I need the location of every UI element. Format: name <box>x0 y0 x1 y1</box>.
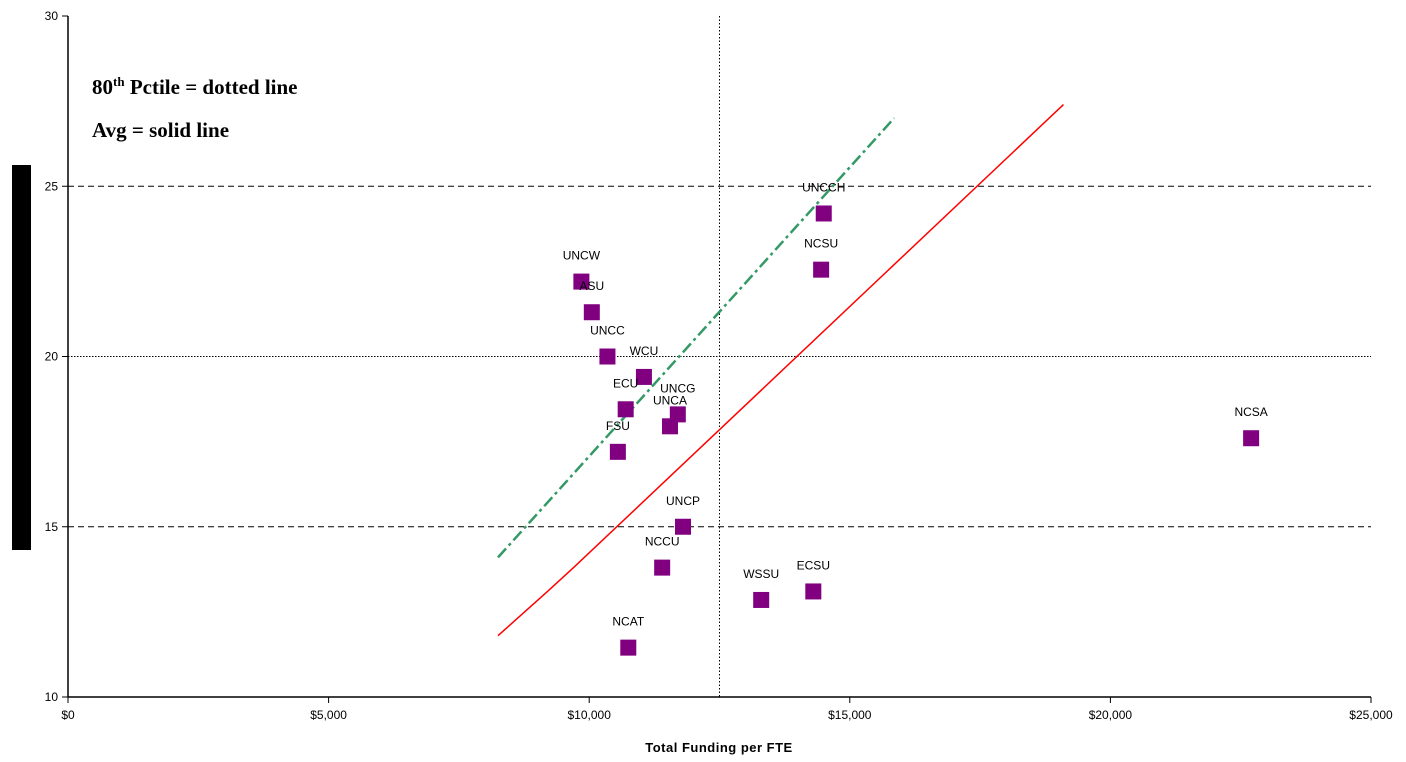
annotation-percentile: 80th Pctile = dotted line <box>92 74 298 99</box>
point-asu <box>583 304 600 321</box>
average-trend-line <box>497 103 1065 637</box>
reference-lines <box>68 16 1371 697</box>
point-uncc <box>599 348 616 365</box>
point-uncp <box>675 518 692 535</box>
x-tick-label: $0 <box>61 708 75 722</box>
point-label-ecu: ECU <box>613 376 638 390</box>
point-label-uncg: UNCG <box>660 381 695 395</box>
x-tick-label: $20,000 <box>1089 708 1133 722</box>
annotation-average: Avg = solid line <box>92 118 229 142</box>
point-label-ncsu: NCSU <box>804 237 838 251</box>
data-points <box>573 205 1260 656</box>
y-tick-label: 25 <box>45 179 59 193</box>
y-tick-label: 20 <box>45 350 59 364</box>
point-wssu <box>753 591 770 608</box>
point-ncat <box>620 639 637 656</box>
point-ecsu <box>805 583 822 600</box>
x-tick-label: $5,000 <box>310 708 347 722</box>
x-tick-label: $15,000 <box>828 708 872 722</box>
point-ncsu <box>813 261 830 278</box>
y-tick-label: 30 <box>45 9 59 23</box>
point-label-uncch: UNCCH <box>802 180 845 194</box>
percentile-trend-line <box>497 117 896 559</box>
point-label-asu: ASU <box>579 279 604 293</box>
point-label-wcu: WCU <box>630 344 659 358</box>
x-tick-label: $25,000 <box>1349 708 1393 722</box>
point-label-unca: UNCA <box>653 393 687 407</box>
x-tick-label: $10,000 <box>568 708 612 722</box>
point-label-uncp: UNCP <box>666 494 700 508</box>
point-fsu <box>609 443 626 460</box>
point-nccu <box>654 559 671 576</box>
point-label-uncw: UNCW <box>563 249 601 263</box>
point-label-fsu: FSU <box>606 419 630 433</box>
point-uncw <box>573 273 590 290</box>
y-tick-label: 15 <box>45 520 59 534</box>
gridlines <box>68 185 1371 528</box>
y-tick-label: 10 <box>45 690 59 704</box>
point-label-ncat: NCAT <box>612 615 644 629</box>
y-axis-ticks: 10 15 20 25 30 <box>45 9 68 704</box>
point-label-uncc: UNCC <box>590 324 625 338</box>
point-label-ecsu: ECSU <box>797 558 830 572</box>
point-uncch <box>815 205 832 222</box>
point-label-nccu: NCCU <box>645 535 680 549</box>
point-label-wssu: WSSU <box>743 567 779 581</box>
point-ecu <box>617 401 634 418</box>
point-label-ncsa: NCSA <box>1234 405 1267 419</box>
point-unca <box>661 418 678 435</box>
point-wcu <box>635 368 652 385</box>
y-axis-label-redacted <box>12 165 31 550</box>
x-axis-title: Total Funding per FTE <box>645 740 792 755</box>
point-ncsa <box>1243 430 1260 447</box>
x-axis-ticks: $0 $5,000 $10,000 $15,000 $20,000 $25,000 <box>61 697 1393 722</box>
